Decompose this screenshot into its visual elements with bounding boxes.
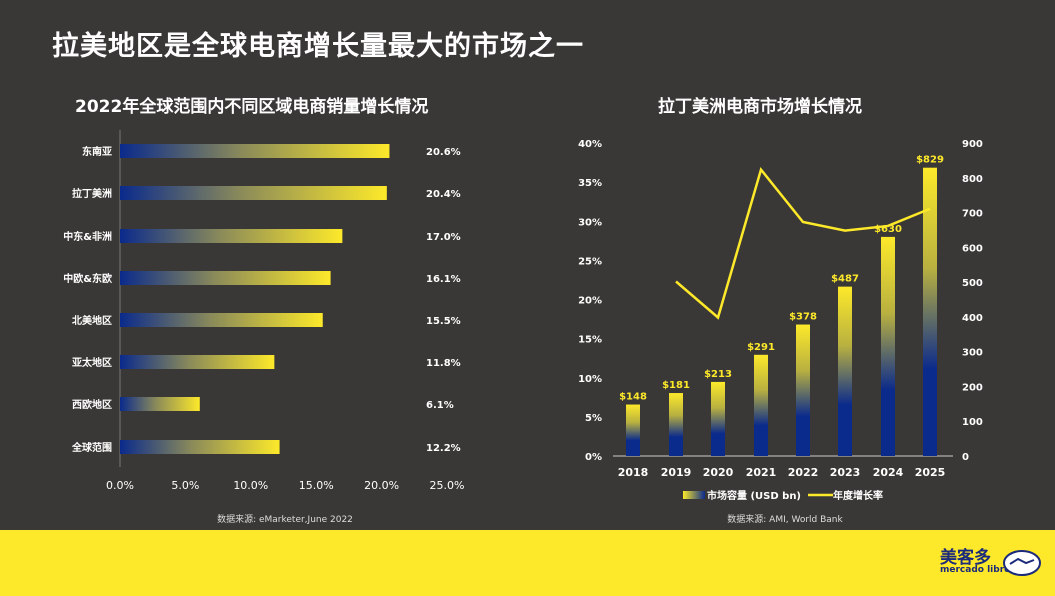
x-tick-label: 10.0%: [233, 479, 268, 492]
value-label: 20.6%: [426, 147, 461, 158]
bar: [120, 440, 280, 454]
legend-bar-label: 市场容量 (USD bn): [707, 489, 801, 502]
category-label: 全球范围: [71, 441, 112, 454]
legend-bar-swatch: [683, 491, 705, 499]
category-label: 西欧地区: [72, 398, 112, 411]
left-tick-label: 15%: [578, 335, 602, 346]
bar: [120, 271, 331, 285]
bar: [711, 381, 725, 456]
bar-value-label: $487: [831, 274, 859, 285]
category-label: 拉丁美洲: [72, 187, 112, 200]
right-chart-title: 拉丁美洲电商市场增长情况: [658, 97, 862, 117]
category-label: 北美地区: [72, 314, 112, 327]
bar-value-label: $630: [874, 224, 902, 235]
right-tick-label: 500: [962, 278, 983, 289]
legend-line-label: 年度增长率: [833, 489, 883, 502]
left-tick-label: 0%: [585, 452, 602, 463]
bar-value-label: $213: [704, 369, 732, 380]
right-tick-label: 600: [962, 243, 983, 254]
bar: [120, 397, 200, 411]
x-tick-label: 2021: [746, 466, 777, 479]
source-note: 数据来源: eMarketer,June 2022: [217, 513, 353, 525]
value-label: 12.2%: [426, 443, 461, 454]
mercado-libre-logo: 美客多 mercado libre: [940, 543, 1050, 583]
right-tick-label: 900: [962, 139, 983, 150]
bar-value-label: $829: [916, 155, 944, 166]
category-label: 中欧&东欧: [63, 272, 112, 285]
right-tick-label: 300: [962, 348, 983, 359]
handshake-icon: [1003, 550, 1041, 576]
left-tick-label: 25%: [578, 256, 602, 267]
x-tick-label: 5.0%: [171, 479, 199, 492]
charts-canvas: 东南亚 20.6% 拉丁美洲 20.4% 中东&非洲 17.0% 中欧&东欧 16.1% 北美地…: [63, 130, 983, 525]
bar: [923, 167, 937, 457]
page-title: 拉美地区是全球电商增长量最大的市场之一: [52, 31, 584, 62]
right-tick-label: 0: [962, 452, 969, 463]
x-tick-label: 15.0%: [299, 479, 334, 492]
right-tick-label: 200: [962, 382, 983, 393]
right-tick-label: 100: [962, 417, 983, 428]
bar: [754, 354, 768, 456]
logo-en-text: mercado libre: [940, 565, 1011, 575]
x-tick-label: 0.0%: [106, 479, 134, 492]
source-note: 数据来源: AMI, World Bank: [727, 513, 843, 525]
right-tick-label: 800: [962, 174, 983, 185]
growth-rate-line: [675, 166, 931, 320]
x-tick-label: 25.0%: [430, 479, 465, 492]
value-label: 20.4%: [426, 189, 461, 200]
value-label: 16.1%: [426, 274, 461, 285]
bar: [796, 324, 810, 456]
category-label: 东南亚: [82, 145, 112, 158]
bar: [881, 236, 895, 456]
bar-value-label: $378: [789, 312, 817, 323]
x-tick-label: 2023: [830, 466, 861, 479]
x-tick-label: 2020: [703, 466, 734, 479]
left-tick-label: 10%: [578, 374, 602, 385]
x-tick-label: 2019: [661, 466, 692, 479]
left-tick-label: 40%: [578, 139, 602, 150]
left-tick-label: 5%: [585, 413, 602, 424]
bar: [120, 313, 323, 327]
category-label: 亚太地区: [72, 356, 112, 369]
bar: [669, 393, 683, 456]
bar: [120, 355, 275, 369]
bar: [626, 404, 640, 456]
footer-bar: [0, 530, 1055, 596]
left-chart-title: 2022年全球范围内不同区域电商销量增长情况: [75, 97, 429, 117]
value-label: 11.8%: [426, 358, 461, 369]
bar-value-label: $291: [747, 342, 775, 353]
bar: [838, 286, 852, 456]
left-tick-label: 35%: [578, 178, 602, 189]
left-tick-label: 30%: [578, 217, 602, 228]
bar-value-label: $181: [662, 380, 690, 391]
x-tick-label: 20.0%: [364, 479, 399, 492]
x-tick-label: 2022: [788, 466, 819, 479]
x-tick-label: 2018: [618, 466, 649, 479]
right-tick-label: 700: [962, 209, 983, 220]
x-tick-label: 2025: [915, 466, 946, 479]
value-label: 15.5%: [426, 316, 461, 327]
value-label: 6.1%: [426, 400, 454, 411]
bar: [120, 186, 387, 200]
value-label: 17.0%: [426, 232, 461, 243]
category-label: 中东&非洲: [63, 230, 112, 243]
bar: [120, 144, 390, 158]
logo-cn-text: 美客多: [940, 548, 991, 568]
left-tick-label: 20%: [578, 296, 602, 307]
x-tick-label: 2024: [873, 466, 904, 479]
bar-value-label: $148: [619, 392, 647, 403]
right-tick-label: 400: [962, 313, 983, 324]
bar: [120, 229, 343, 243]
